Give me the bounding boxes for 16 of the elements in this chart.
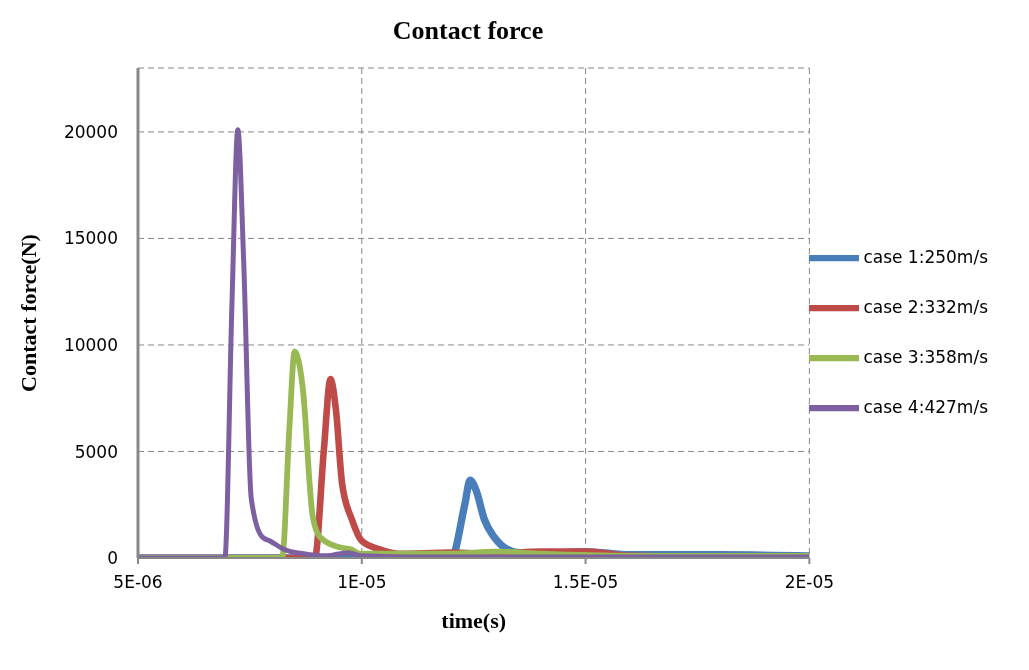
y-tick-label: 5000 xyxy=(74,441,118,462)
y-tick-label: 0 xyxy=(107,548,118,569)
x-tick-label: 2E-05 xyxy=(784,572,835,593)
chart-title: Contact force xyxy=(391,16,545,46)
legend-label: case 3:358m/s xyxy=(863,347,988,367)
y-axis-title: Contact force(N) xyxy=(15,234,41,392)
x-axis-title: time(s) xyxy=(441,608,507,633)
legend-label: case 1:250m/s xyxy=(863,247,988,267)
y-tick-label: 15000 xyxy=(63,228,118,249)
legend-label: case 2:332m/s xyxy=(863,297,988,317)
legend-label: case 4:427m/s xyxy=(863,397,988,417)
x-tick-label: 1.5E-05 xyxy=(552,572,619,593)
y-tick-label: 10000 xyxy=(63,334,118,355)
y-tick-label: 20000 xyxy=(63,121,118,142)
x-tick-label: 5E-06 xyxy=(113,572,163,593)
x-tick-label: 1E-05 xyxy=(337,572,387,593)
